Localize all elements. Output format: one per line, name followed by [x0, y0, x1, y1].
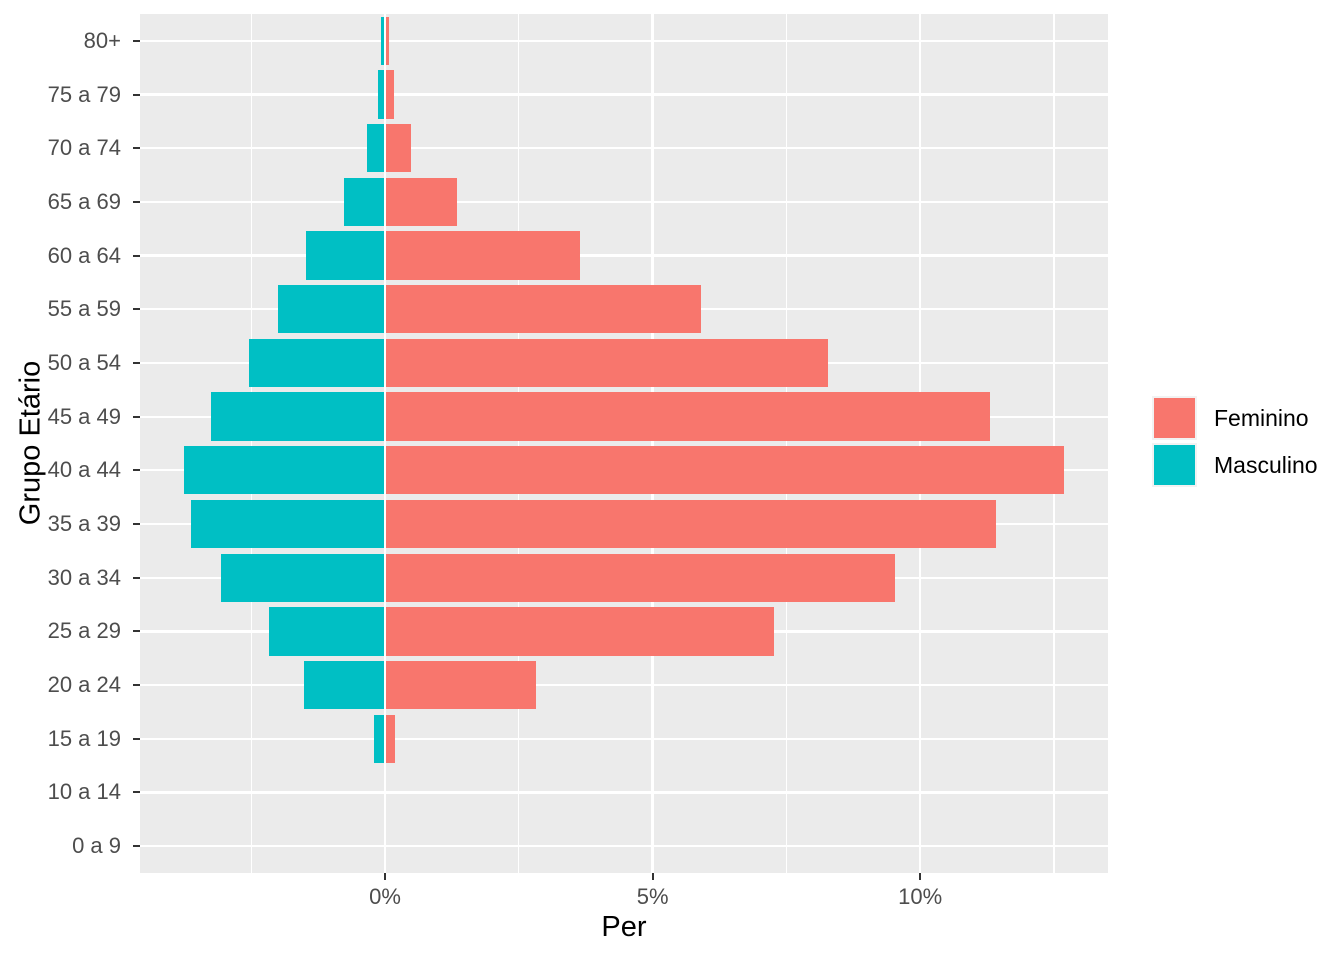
bar-masculino-25a29: [269, 607, 386, 656]
y-tick-label: 80+: [83, 27, 121, 53]
y-tick-label: 10 a 14: [47, 779, 121, 805]
y-tick-mark: [133, 737, 140, 740]
x-tick-mark: [651, 873, 654, 880]
y-tick-mark: [133, 576, 140, 579]
category-gridline: [140, 39, 1108, 42]
bar-masculino-35a39: [191, 499, 386, 549]
y-tick-label: 50 a 54: [47, 349, 121, 375]
bar-masculino-40a44: [183, 446, 386, 495]
bar-masculino-30a34: [220, 553, 386, 602]
legend-label: Feminino: [1214, 404, 1309, 431]
major-gridline: [651, 14, 654, 873]
bar-masculino-70a74: [367, 124, 386, 173]
category-gridline: [140, 200, 1108, 204]
bar-masculino-80+: [381, 16, 386, 65]
bar-feminino-45a49: [385, 392, 990, 441]
bar-feminino-40a44: [385, 446, 1064, 495]
legend-key-masculino: [1152, 443, 1197, 487]
bar-masculino-45a49: [210, 392, 386, 441]
bar-feminino-70a74: [385, 124, 411, 173]
y-tick-mark: [133, 93, 140, 96]
bar-feminino-60a64: [385, 231, 581, 280]
minor-gridline: [250, 14, 252, 873]
y-tick-label: 75 a 79: [47, 81, 121, 107]
y-tick-label: 65 a 69: [47, 188, 121, 214]
major-gridline: [918, 14, 922, 873]
y-tick-label: 20 a 24: [47, 672, 121, 698]
y-tick-label: 25 a 29: [47, 618, 121, 644]
legend: Feminino Masculino: [1152, 396, 1318, 487]
bar-feminino-80+: [385, 16, 389, 65]
bar-feminino-55a59: [385, 285, 701, 334]
bar-masculino-50a54: [249, 338, 386, 388]
y-tick-label: 70 a 74: [47, 135, 121, 161]
category-gridline: [140, 147, 1108, 150]
legend-key-feminino: [1152, 396, 1197, 440]
minor-gridline: [518, 14, 520, 873]
y-tick-mark: [133, 308, 140, 311]
x-axis-title: Per: [601, 911, 647, 943]
minor-gridline: [1053, 14, 1055, 873]
bar-masculino-55a59: [278, 285, 386, 334]
bar-masculino-20a24: [304, 660, 386, 710]
minor-gridline: [785, 14, 788, 873]
y-tick-label: 30 a 34: [47, 564, 121, 590]
y-tick-mark: [133, 684, 140, 687]
y-tick-label: 45 a 49: [47, 403, 121, 429]
bar-feminino-20a24: [385, 660, 536, 710]
bar-masculino-15a19: [374, 714, 386, 763]
legend-swatch-feminino: [1154, 398, 1195, 438]
category-gridline: [140, 683, 1108, 687]
y-tick-mark: [133, 791, 140, 794]
category-gridline: [140, 93, 1108, 96]
x-tick-label: 10%: [898, 884, 943, 909]
y-tick-label: 60 a 64: [47, 242, 121, 268]
bar-feminino-50a54: [385, 338, 828, 388]
bar-masculino-60a64: [305, 231, 386, 280]
bar-masculino-75a79: [378, 70, 386, 119]
y-tick-mark: [133, 254, 140, 257]
legend-item-feminino: Feminino: [1152, 396, 1318, 440]
y-tick-label: 15 a 19: [47, 725, 121, 751]
zero-axis-seam: [384, 14, 387, 873]
y-tick-mark: [133, 361, 140, 364]
bar-feminino-30a34: [385, 553, 895, 602]
x-tick-label: 0%: [369, 884, 401, 909]
y-tick-mark: [133, 200, 140, 203]
x-tick-mark: [919, 873, 922, 880]
y-tick-label: 0 a 9: [72, 833, 121, 859]
plot-panel: [140, 14, 1108, 873]
y-tick-mark: [133, 630, 140, 633]
x-tick-label: 5%: [636, 884, 669, 909]
legend-item-masculino: Masculino: [1152, 443, 1318, 487]
legend-label: Masculino: [1214, 451, 1318, 478]
category-gridline: [140, 737, 1108, 740]
y-tick-label: 35 a 39: [47, 511, 121, 537]
bar-feminino-15a19: [385, 714, 395, 763]
y-tick-mark: [133, 39, 140, 42]
y-tick-mark: [133, 415, 140, 418]
y-tick-label: 40 a 44: [47, 457, 121, 483]
bar-feminino-65a69: [385, 177, 457, 227]
legend-swatch-masculino: [1154, 445, 1195, 485]
category-gridline: [140, 254, 1108, 257]
y-axis-title: Grupo Etário: [14, 360, 47, 526]
y-tick-mark: [133, 523, 140, 526]
bar-feminino-75a79: [385, 70, 395, 119]
y-tick-label: 55 a 59: [47, 296, 121, 322]
y-tick-mark: [133, 845, 140, 848]
category-gridline: [140, 845, 1108, 848]
bar-feminino-35a39: [385, 499, 996, 549]
x-tick-mark: [384, 873, 387, 880]
y-tick-mark: [133, 469, 140, 472]
category-gridline: [140, 791, 1108, 794]
y-tick-mark: [133, 147, 140, 150]
bar-masculino-65a69: [343, 177, 386, 227]
bar-feminino-25a29: [385, 607, 775, 656]
